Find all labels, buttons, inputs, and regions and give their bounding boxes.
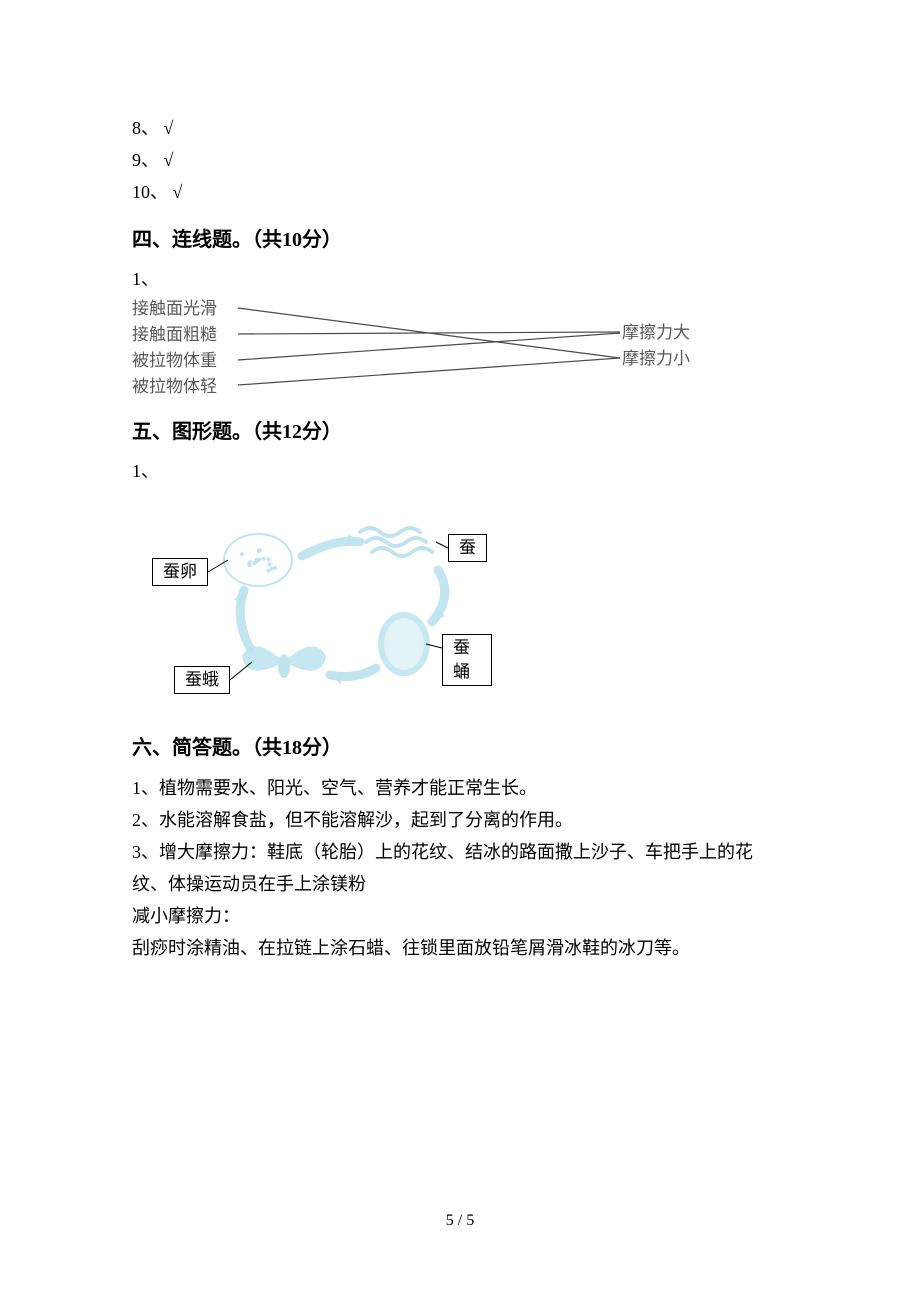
sec6-line: 3、增大摩擦力：鞋底（轮胎）上的花纹、结冰的路面撒上沙子、车把手上的花 [132, 836, 792, 868]
matching-diagram: 接触面光滑 接触面粗糙 被拉物体重 被拉物体轻 摩擦力大 摩擦力小 [132, 296, 792, 400]
sec4-q1: 1、 [132, 264, 792, 294]
sec6-line: 纹、体操运动员在手上涂镁粉 [132, 868, 792, 900]
footer-sep: / [454, 1212, 466, 1229]
cycle-figure: 蚕卵 蚕蚕蛹蚕蛾 [132, 512, 792, 706]
cycle-box: 蚕 [448, 534, 487, 562]
matching-lines-svg [132, 296, 692, 400]
footer-total: 5 [466, 1212, 474, 1229]
answer-line: 10、 √ [132, 176, 792, 208]
cycle-box: 蚕蛹 [442, 634, 492, 686]
cycle-canvas: 蚕卵 蚕蚕蛹蚕蛾 [132, 512, 492, 706]
cycle-box: 蚕蛾 [174, 666, 230, 694]
answers-block: 8、 √ 9、 √ 10、 √ [132, 112, 792, 208]
answer-num: 9 [132, 150, 141, 170]
sec6-line: 1、植物需要水、阳光、空气、营养才能正常生长。 [132, 772, 792, 804]
answer-mark: √ [173, 182, 183, 202]
answer-mark: √ [164, 150, 174, 170]
cycle-box-label: 蚕蛹 [453, 638, 470, 681]
document-page: 8、 √ 9、 √ 10、 √ 四、连线题。（共10分） 1、 接触面光滑 接触… [0, 0, 920, 1302]
section-4-heading: 四、连线题。（共10分） [132, 222, 792, 258]
cycle-box: 蚕卵 [152, 558, 208, 586]
answer-line: 8、 √ [132, 112, 792, 144]
cycle-box-label: 蚕卵 [163, 562, 197, 581]
sec6-line: 2、水能溶解食盐，但不能溶解沙，起到了分离的作用。 [132, 804, 792, 836]
sec6-body: 1、植物需要水、阳光、空气、营养才能正常生长。 2、水能溶解食盐，但不能溶解沙，… [132, 772, 792, 964]
answer-num: 10 [132, 182, 150, 202]
footer-page: 5 [446, 1212, 454, 1229]
sec6-line: 减小摩擦力： [132, 900, 792, 932]
section-5-heading: 五、图形题。（共12分） [132, 414, 792, 450]
answer-line: 9、 √ [132, 144, 792, 176]
cycle-box-label: 蚕 [459, 538, 476, 557]
sec5-q1: 1、 [132, 456, 792, 486]
answer-num: 8 [132, 118, 141, 138]
page-footer: 5 / 5 [0, 1212, 920, 1230]
answer-mark: √ [164, 118, 174, 138]
sec6-line: 刮痧时涂精油、在拉链上涂石蜡、往锁里面放铅笔屑滑冰鞋的冰刀等。 [132, 932, 792, 964]
cycle-box-label: 蚕蛾 [185, 670, 219, 689]
section-6-heading: 六、简答题。（共18分） [132, 730, 792, 766]
